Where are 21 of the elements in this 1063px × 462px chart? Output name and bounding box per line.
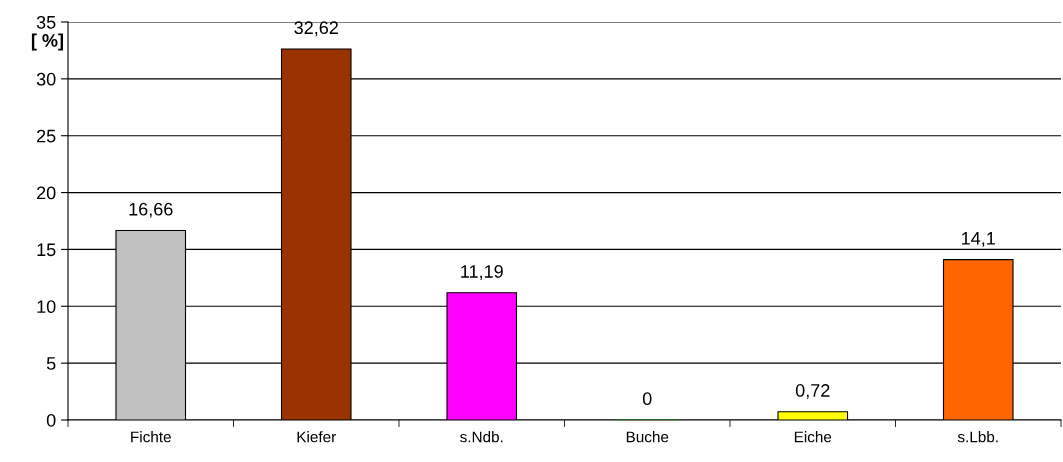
data-label: 16,66 [129, 202, 173, 218]
y-tick-label: 35 [36, 15, 56, 29]
y-tick-label: 15 [37, 243, 56, 257]
x-tick-label: Buche [626, 431, 669, 443]
y-tick-label: 20 [37, 186, 56, 200]
y-tick-label: 0 [46, 413, 56, 427]
x-tick-label: s.Lbb. [957, 431, 998, 443]
y-tick-label: 25 [37, 129, 56, 143]
y-axis-title: [ %] [31, 33, 63, 51]
x-tick-label: Fichte [131, 431, 171, 443]
x-tick-label: Eiche [794, 431, 832, 443]
x-tick-label: s.Ndb. [460, 431, 503, 443]
data-label: 14,1 [962, 232, 995, 247]
y-tick-label: 5 [46, 357, 56, 370]
y-tick-label: 10 [37, 300, 56, 314]
y-tick-label: 30 [36, 72, 56, 86]
data-label: 32,62 [294, 21, 338, 37]
data-label: 0,72 [795, 384, 830, 400]
x-tick-label: Kiefer [297, 431, 336, 443]
data-label: 0 [642, 392, 652, 406]
data-label: 11,19 [461, 265, 503, 280]
